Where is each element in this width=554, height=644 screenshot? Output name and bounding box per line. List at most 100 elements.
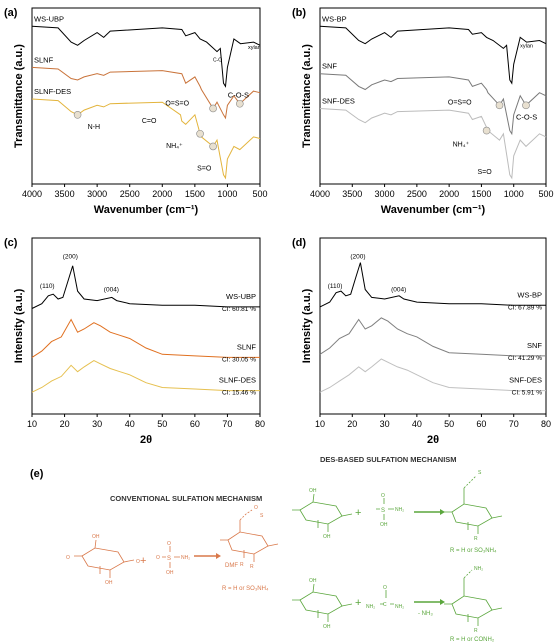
series-label-slnf-des: SLNF-DES xyxy=(219,376,256,385)
conv-plus: + xyxy=(140,555,146,567)
des-urea-c: C xyxy=(383,602,387,608)
series-label-ws-bp: WS-BP xyxy=(322,14,347,23)
x-tick-label: 500 xyxy=(538,189,553,199)
annotation-s-eq-o: S=O xyxy=(478,169,493,176)
des-product-nh2-2: NH₂ xyxy=(474,566,483,572)
series-ci-slnf: CI: 30.05 % xyxy=(222,356,256,363)
x-tick-label: 3000 xyxy=(87,189,107,199)
des-plus-1: + xyxy=(355,507,361,519)
des-title: DES-BASED SULFATION MECHANISM xyxy=(320,455,457,464)
series-line-slnf xyxy=(31,318,260,358)
x-tick-label: 3500 xyxy=(55,189,75,199)
conv-sa-oh: OH xyxy=(166,570,174,576)
x-tick-label: 2500 xyxy=(120,189,140,199)
conv-sa-nh2: NH₂ xyxy=(181,555,190,561)
x-tick-label: 4000 xyxy=(310,189,330,199)
panel-d: (d) 10 20 30 40 50 60 70 80 2θ Intensity (a.u.) WS-… xyxy=(292,237,551,446)
des-cellulose-oh-3: OH xyxy=(309,578,317,584)
x-tick-label: 10 xyxy=(27,419,37,429)
series-ci-snf-des: CI: 5.91 % xyxy=(512,390,543,397)
x-tick-label: 40 xyxy=(412,419,422,429)
series-ci-slnf-des: CI: 15.46 % xyxy=(222,390,256,397)
annotation-o-s-o: O=S=O xyxy=(165,101,189,108)
des-arrow-head-1 xyxy=(440,509,445,515)
conv-cellulose-structure xyxy=(74,539,135,578)
des-plus-2: + xyxy=(355,597,361,609)
des-urea-nh2-left: NH₂ xyxy=(366,604,375,610)
des-urea-nh2-right: NH₂ xyxy=(395,604,404,610)
des-arrow-head-2 xyxy=(440,599,445,605)
marker-c-o-s xyxy=(522,101,530,110)
series-line-ws-ubp xyxy=(31,265,260,309)
x-tick-label: 50 xyxy=(157,419,167,429)
peak-label-004: (004) xyxy=(104,286,119,293)
panel-e: (e) CONVENTIONAL SULFATION MECHANISM DES… xyxy=(30,455,503,643)
annotation-c-o-s: C-O-S xyxy=(516,112,537,121)
annotation-xylan: xylan xyxy=(248,45,261,51)
des-cellulose-oh-2: OH xyxy=(323,534,331,540)
x-axis-label: 2θ xyxy=(140,434,152,446)
x-tick-label: 2500 xyxy=(407,189,427,199)
des-sulfamic-acid-structure xyxy=(376,498,394,520)
panel-a-frame xyxy=(31,7,261,185)
conv-product-r-1: R xyxy=(250,564,254,570)
panel-c-frame xyxy=(31,237,261,415)
y-axis-label: Transmittance (a.u.) xyxy=(301,44,313,148)
panel-b-letter: (b) xyxy=(292,7,306,19)
series-ci-snf: CI: 41.29 % xyxy=(508,355,542,362)
x-tick-label: 40 xyxy=(125,419,135,429)
x-tick-label: 60 xyxy=(476,419,486,429)
conv-sa-s: S xyxy=(167,556,171,562)
series-label-snf: SNF xyxy=(527,341,542,350)
conv-product-s: S xyxy=(260,513,264,519)
annotation-c-o: C-O xyxy=(213,58,222,64)
panel-e-letter: (e) xyxy=(30,468,44,480)
series-line-slnf xyxy=(31,66,261,120)
x-axis-label: 2θ xyxy=(427,434,439,446)
x-tick-label: 3000 xyxy=(375,189,395,199)
des-r-definition-1: R = H or SO₃NH₄ xyxy=(450,548,497,554)
panel-c: (c) 10 20 30 40 50 60 70 80 2θ Intensity (a.u.) WS-… xyxy=(4,237,265,446)
series-label-snf-des: SNF-DES xyxy=(322,96,355,105)
conv-cellulose-oh-1: OH xyxy=(92,534,100,540)
y-axis-label: Intensity (a.u.) xyxy=(301,288,313,363)
x-tick-label: 70 xyxy=(509,419,519,429)
peak-label-110: (110) xyxy=(328,283,343,290)
marker-o-s-o xyxy=(209,104,217,113)
x-tick-label: 30 xyxy=(380,419,390,429)
marker-s-eq-o xyxy=(209,142,217,151)
series-label-slnf: SLNF xyxy=(237,342,257,351)
conventional-title: CONVENTIONAL SULFATION MECHANISM xyxy=(110,494,262,503)
series-label-ws-ubp: WS-UBP xyxy=(226,292,256,301)
annotation-s-eq-o: S=O xyxy=(197,165,212,172)
x-axis-label: Wavenumber (cm⁻¹) xyxy=(381,204,486,216)
conv-cellulose-o-2: O xyxy=(136,559,140,565)
x-tick-label: 10 xyxy=(315,419,325,429)
des-cellulose-structure-1 xyxy=(292,493,353,532)
series-line-snf-des xyxy=(319,358,546,393)
des-product-s-1: S xyxy=(478,470,482,476)
des-sa-s: S xyxy=(381,508,385,514)
x-tick-label: 2000 xyxy=(439,189,459,199)
panel-a-letter: (a) xyxy=(4,7,18,19)
marker-nh4 xyxy=(196,129,204,138)
conv-product-structure xyxy=(220,509,279,562)
x-tick-label: 80 xyxy=(541,419,551,429)
des-byproduct: - NH₃ xyxy=(418,611,433,617)
conv-cellulose-oh-2: OH xyxy=(105,580,113,586)
y-axis-label: Intensity (a.u.) xyxy=(13,288,25,363)
panel-b-frame xyxy=(319,7,547,185)
x-tick-label: 80 xyxy=(255,419,265,429)
des-product-r-2: R xyxy=(474,628,478,634)
des-urea-structure xyxy=(380,590,394,605)
conv-cellulose-o-1: O xyxy=(66,555,70,561)
x-tick-label: 2000 xyxy=(152,189,172,199)
series-label-snf: SNF xyxy=(322,62,337,71)
peak-label-200: (200) xyxy=(63,254,78,261)
marker-n-h xyxy=(73,111,82,119)
des-urea-o: O xyxy=(383,585,387,591)
x-tick-label: 50 xyxy=(444,419,454,429)
annotation-n-h: N-H xyxy=(88,124,100,131)
conv-sa-o-top: O xyxy=(167,541,171,547)
